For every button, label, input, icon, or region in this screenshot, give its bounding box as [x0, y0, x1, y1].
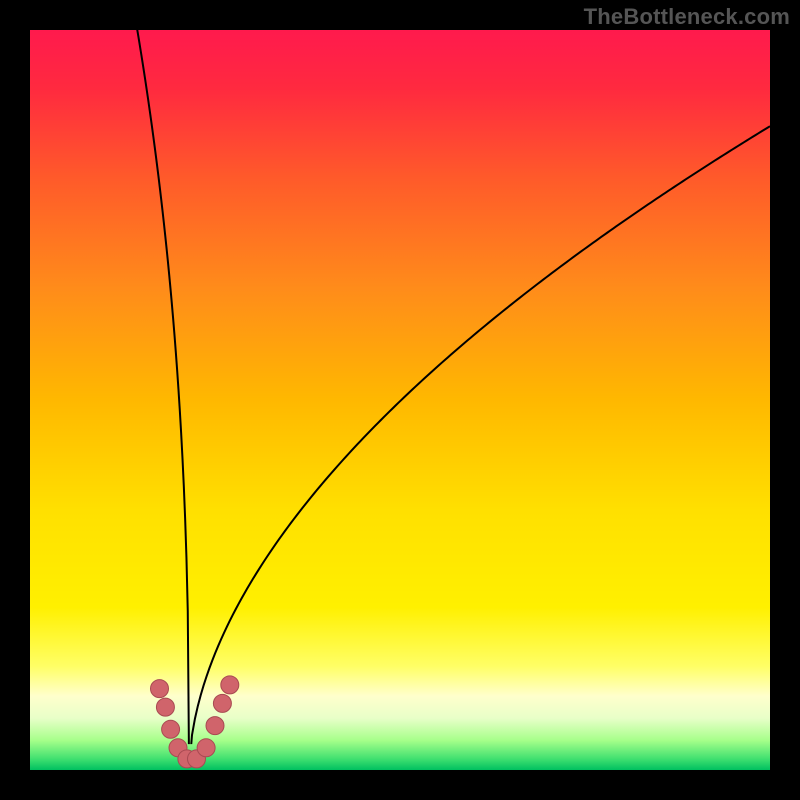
- curve-marker: [156, 698, 174, 716]
- curve-marker: [151, 680, 169, 698]
- bottleneck-chart: [0, 0, 800, 800]
- watermark-text: TheBottleneck.com: [584, 4, 790, 30]
- chart-container: TheBottleneck.com: [0, 0, 800, 800]
- curve-marker: [221, 676, 239, 694]
- curve-marker: [213, 694, 231, 712]
- curve-marker: [206, 717, 224, 735]
- curve-marker: [162, 720, 180, 738]
- curve-marker: [197, 739, 215, 757]
